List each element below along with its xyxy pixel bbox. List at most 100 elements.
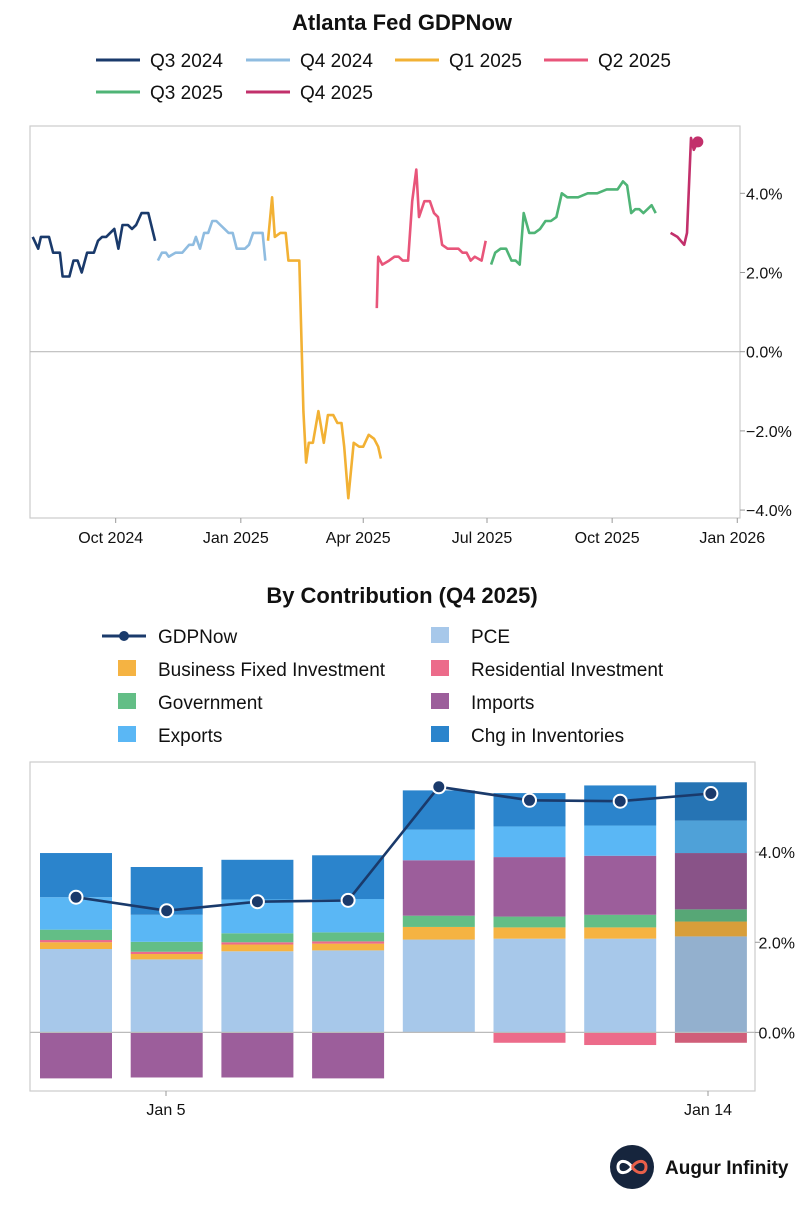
bar-segment-imports <box>40 1032 112 1079</box>
bar-segment-pce <box>221 951 294 1033</box>
x-tick-label: Apr 2025 <box>326 530 391 547</box>
x-tick-label: Jan 14 <box>684 1102 732 1119</box>
legend-label-q4-2024: Q4 2024 <box>300 51 373 72</box>
legend-label-q1-2025: Q1 2025 <box>449 51 522 72</box>
legend-swatch-pce <box>431 627 449 643</box>
latest-point-marker <box>692 136 704 148</box>
bar-segment-government <box>312 932 385 942</box>
bar-segment-pce <box>40 949 112 1033</box>
x-tick-label: Oct 2024 <box>78 530 143 547</box>
legend-label-imports: Imports <box>471 693 534 714</box>
legend-label-exports: Exports <box>158 726 222 747</box>
brand-logo <box>610 1145 654 1189</box>
y-tick-label: 0.0% <box>746 345 782 362</box>
legend-label-business-fixed-investment: Business Fixed Investment <box>158 660 386 681</box>
gdpnow-point <box>522 792 537 808</box>
gdpnow-point <box>68 889 84 905</box>
bar-segment-government <box>402 915 475 927</box>
bar-segment-business-fixed-investment <box>493 927 566 939</box>
bar-segment-business-fixed-investment <box>40 942 112 950</box>
legend-label-gdpnow: GDPNow <box>158 627 237 648</box>
legend-swatch-exports <box>118 726 136 742</box>
top-legend: Q3 2024 Q4 2024 Q1 2025 Q2 2025 Q3 2025 Q4 20… <box>96 51 671 104</box>
bar-segment-imports <box>493 857 566 917</box>
bar-segment-residential-investment <box>312 941 385 944</box>
y-tick-label: 2.0% <box>746 266 782 283</box>
top-series-group <box>31 136 704 500</box>
bar-segment-residential-investment <box>493 1032 566 1043</box>
bar-segment-imports <box>402 860 475 916</box>
bar-segment-government <box>674 909 747 922</box>
bar-segment-government <box>40 929 112 941</box>
x-tick-label: Jan 2026 <box>699 530 765 547</box>
bottom-bars-group <box>40 782 747 1079</box>
y-tick-label: 2.0% <box>759 935 795 952</box>
series-line-q3-2024 <box>31 211 157 278</box>
gdpnow-point <box>431 779 447 795</box>
bar-segment-imports <box>130 1032 203 1078</box>
bar-segment-chg-in-inventories <box>221 859 294 900</box>
legend-label-residential-investment: Residential Investment <box>471 660 664 681</box>
bar-segment-residential-investment <box>584 1032 657 1046</box>
bar-segment-government <box>493 916 566 928</box>
bar-segment-residential-investment <box>221 942 294 945</box>
infinity-icon <box>616 1159 648 1175</box>
top-plot-frame <box>29 125 741 519</box>
legend-label-q4-2025: Q4 2025 <box>300 83 373 104</box>
legend-swatch-imports <box>431 693 449 709</box>
legend-label-government: Government <box>158 693 263 714</box>
y-tick-label: 4.0% <box>746 186 782 203</box>
series-line-q1-2025 <box>266 196 383 500</box>
bar-segment-business-fixed-investment <box>674 921 747 937</box>
bar-segment-business-fixed-investment <box>584 927 657 939</box>
bar-segment-pce <box>674 936 747 1033</box>
bottom-legend: GDPNow Business Fixed Investment Governmen… <box>102 627 664 747</box>
bar-segment-pce <box>130 959 203 1033</box>
x-tick-label: Jul 2025 <box>452 530 513 547</box>
bar-segment-imports <box>584 855 657 915</box>
gdpnow-point <box>703 786 719 802</box>
bar-segment-government <box>130 941 203 952</box>
legend-label-q2-2025: Q2 2025 <box>598 51 671 72</box>
bar-segment-business-fixed-investment <box>312 943 385 951</box>
x-tick-label: Jan 5 <box>146 1102 185 1119</box>
legend-label-q3-2024: Q3 2024 <box>150 51 223 72</box>
bar-segment-pce <box>493 938 566 1033</box>
gdpnow-point <box>340 892 356 908</box>
bar-segment-imports <box>674 853 747 910</box>
bar-segment-exports <box>674 820 747 854</box>
bar-segment-pce <box>312 950 385 1033</box>
bar-segment-exports <box>402 829 475 861</box>
bar-segment-exports <box>584 825 657 856</box>
top-x-ticks: Oct 2024 Jan 2025 Apr 2025 Jul 2025 Oct 2025… <box>78 518 765 547</box>
bar-segment-government <box>584 914 657 928</box>
series-line-q2-2025 <box>375 168 487 309</box>
bar-segment-residential-investment <box>674 1032 747 1043</box>
legend-swatch-government <box>118 693 136 709</box>
bar-segment-residential-investment <box>40 940 112 943</box>
gdpnow-line <box>75 785 712 913</box>
bottom-gdpnow-line <box>68 779 719 919</box>
legend-marker-gdpnow <box>119 631 129 641</box>
bottom-plot-frame <box>29 761 756 1092</box>
legend-label-q3-2025: Q3 2025 <box>150 83 223 104</box>
x-tick-label: Oct 2025 <box>575 530 640 547</box>
series-line-q3-2025 <box>489 180 657 266</box>
y-tick-label: 4.0% <box>759 845 795 862</box>
x-tick-label: Jan 2025 <box>203 530 269 547</box>
bar-segment-chg-in-inventories <box>312 855 385 900</box>
bar-segment-exports <box>130 914 203 942</box>
legend-swatch-chg-in-inventories <box>431 726 449 742</box>
legend-swatch-business-fixed-investment <box>118 660 136 676</box>
bar-segment-exports <box>493 826 566 858</box>
series-line-q4-2025 <box>669 136 699 247</box>
y-tick-label: −4.0% <box>746 503 792 520</box>
brand-name: Augur Infinity <box>665 1158 789 1179</box>
series-line-q4-2024 <box>156 219 267 262</box>
bar-segment-government <box>221 933 294 943</box>
top-chart-title: Atlanta Fed GDPNow <box>292 10 513 35</box>
bar-segment-pce <box>584 938 657 1033</box>
bar-segment-chg-in-inventories <box>402 790 475 830</box>
bottom-y-ticks: 4.0% 2.0% 0.0% <box>755 845 795 1042</box>
